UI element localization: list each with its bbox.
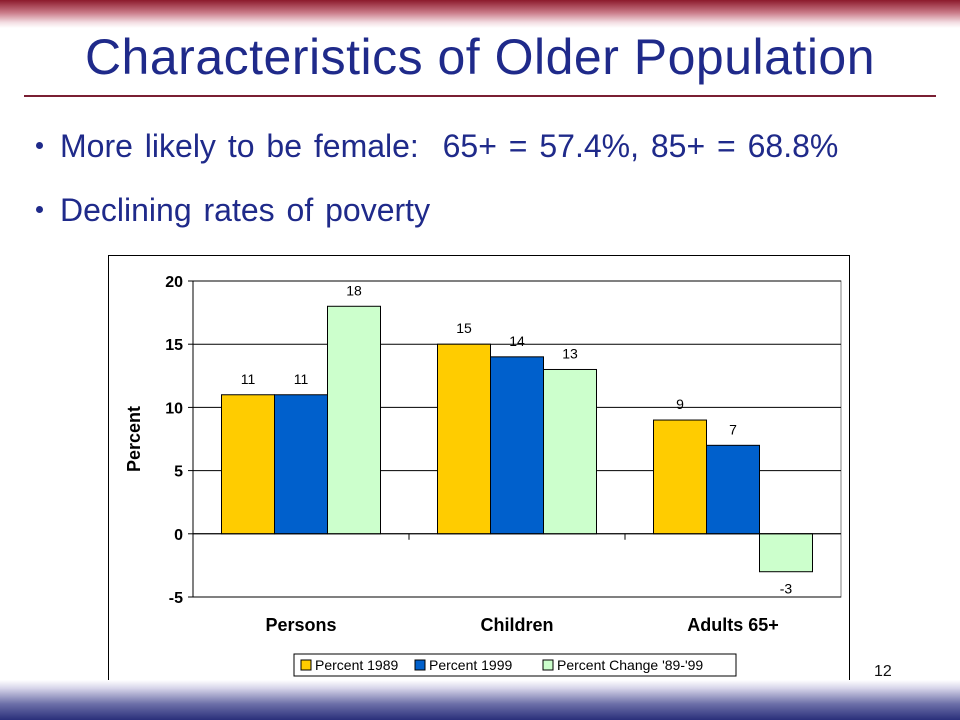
top-decorative-band [0, 0, 960, 28]
slide-title: Characteristics of Older Population [84, 29, 876, 85]
data-label: 7 [729, 421, 737, 437]
chart-container: -5 0 5 10 15 20 Percent 11 11 18 Persons 15 14 13 Chi… [108, 255, 850, 685]
bar [759, 533, 813, 573]
bar [653, 419, 707, 535]
y-axis-label: Percent [124, 406, 144, 472]
legend-label: Percent 1989 [315, 657, 398, 673]
poverty-bar-chart: -5 0 5 10 15 20 Percent 11 11 18 Persons 15 14 13 Chi… [124, 274, 842, 677]
page-number: 12 [874, 663, 892, 680]
legend-swatch [414, 659, 426, 671]
legend-swatch [300, 659, 312, 671]
y-tick-label: 0 [174, 527, 183, 544]
legend-box [293, 653, 737, 677]
bar [327, 305, 381, 535]
bullet-text-poverty: Declining rates of poverty [60, 192, 431, 228]
bar [437, 343, 491, 535]
chart-bars [221, 305, 813, 573]
chart-legend: Percent 1989 Percent 1999 Percent Change '… [293, 653, 737, 677]
bar [490, 356, 544, 535]
data-label: 14 [509, 333, 525, 349]
y-tick-label: 20 [165, 274, 183, 291]
bottom-decorative-band [0, 680, 960, 720]
x-category-label: Adults 65+ [687, 615, 779, 635]
bullet-item-poverty: Declining rates of poverty [36, 192, 431, 229]
data-label: 15 [456, 320, 472, 336]
x-category-label: Children [480, 615, 553, 635]
chart-labels: 11 11 18 Persons 15 14 13 Children 9 7 -3 Adults 65… [241, 282, 793, 635]
legend-label: Percent 1999 [429, 657, 512, 673]
legend-label: Percent Change '89-'99 [557, 657, 703, 673]
x-category-label: Persons [265, 615, 336, 635]
bar [706, 444, 760, 535]
bullet-text-female: More likely to be female: 65+ = 57.4%, 8… [60, 128, 839, 164]
bullet-item-female: More likely to be female: 65+ = 57.4%, 8… [36, 128, 839, 165]
data-label: 9 [676, 396, 684, 412]
legend-swatch [542, 659, 554, 671]
bullet-dot-icon [36, 142, 43, 149]
bar [543, 368, 597, 535]
y-tick-label: 15 [165, 337, 183, 354]
title-divider [24, 95, 936, 97]
data-label: -3 [780, 581, 793, 597]
y-tick-label: 10 [165, 400, 183, 417]
chart-axes: -5 0 5 10 15 20 Percent [124, 274, 841, 607]
data-label: 11 [294, 371, 309, 387]
y-tick-label: -5 [169, 590, 183, 607]
data-label: 18 [346, 282, 362, 298]
bar [274, 394, 328, 535]
y-tick-label: 5 [174, 464, 183, 481]
data-label: 11 [241, 371, 256, 387]
bullet-dot-icon [36, 206, 43, 213]
bar [221, 394, 275, 535]
data-label: 13 [562, 345, 578, 361]
